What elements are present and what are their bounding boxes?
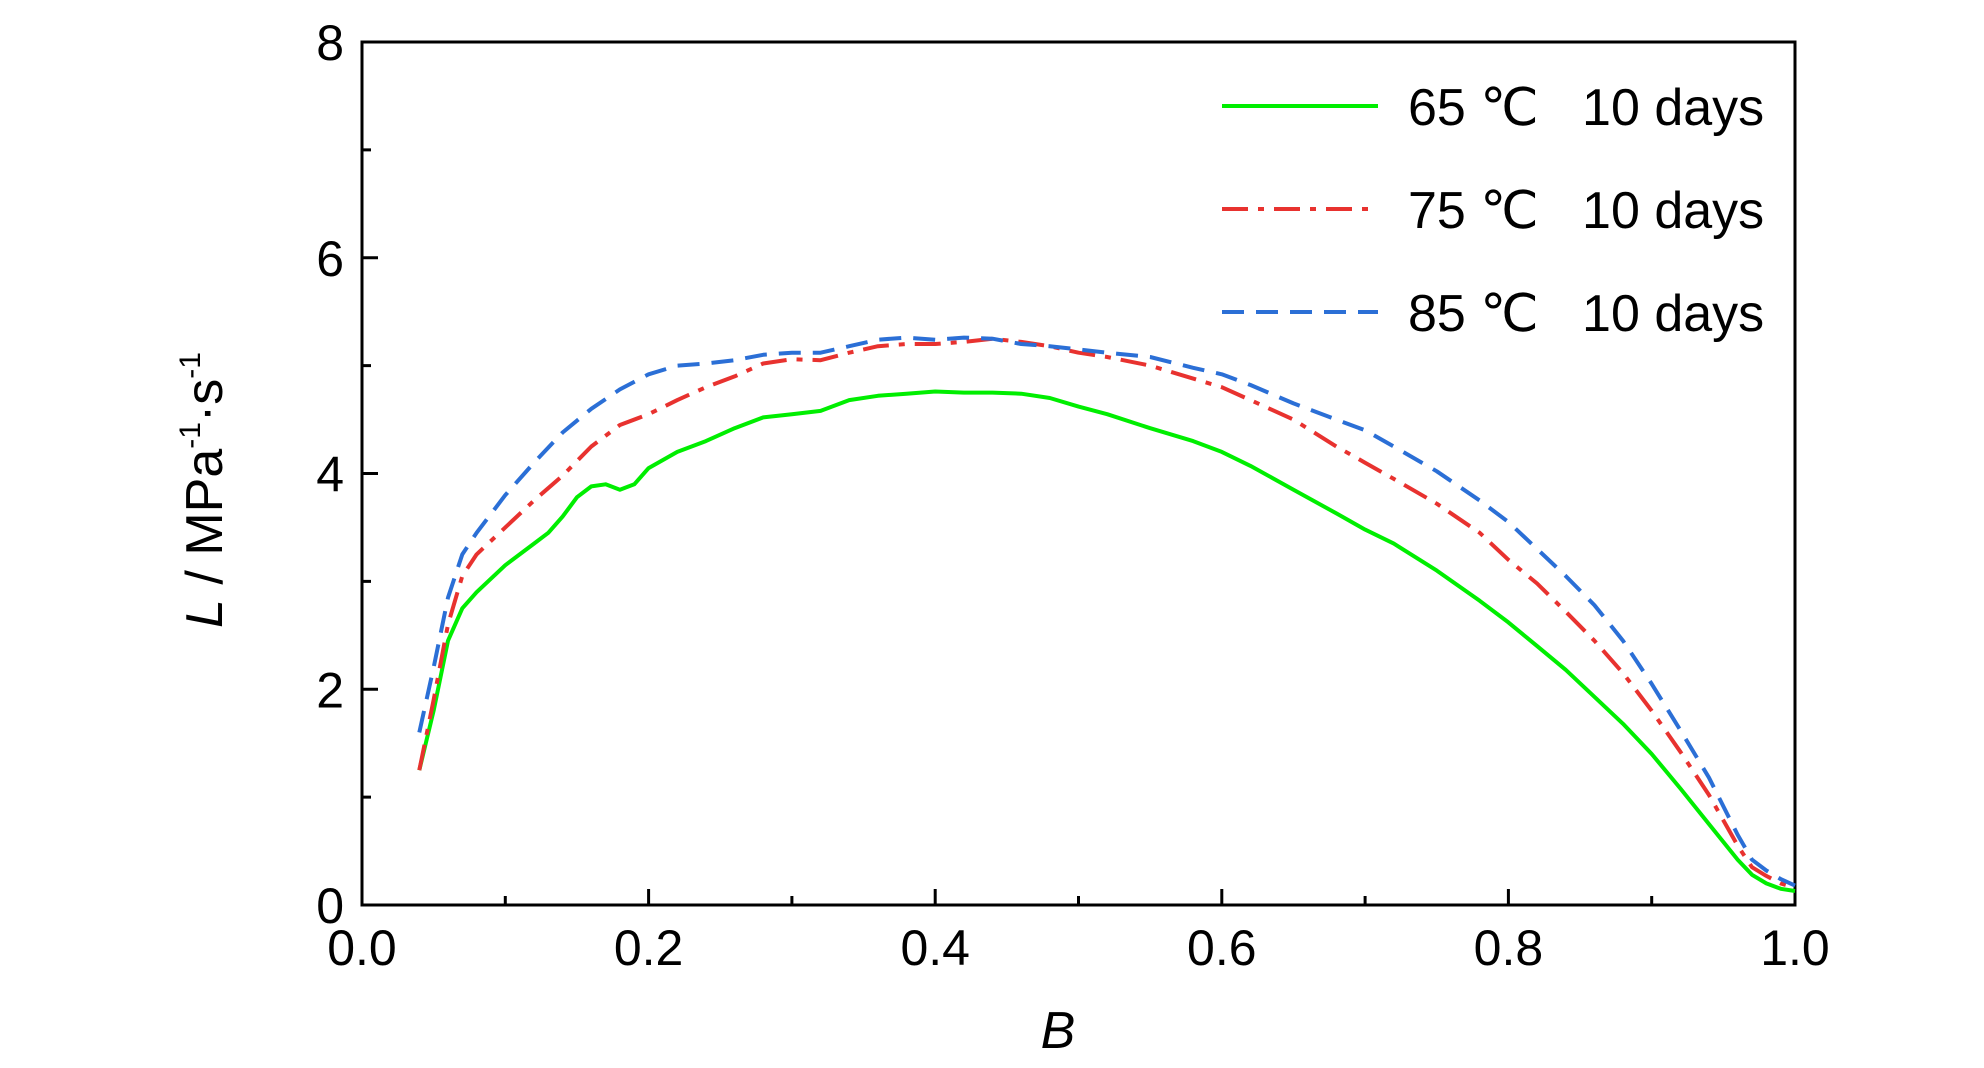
legend-label-2: 75 ℃ 10 days — [1408, 182, 1764, 240]
y-axis-title: L / MPa-1·s-1 — [174, 352, 234, 628]
series-line-1 — [417, 389, 1796, 893]
x-axis-title: B — [1041, 1002, 1076, 1060]
x-tick-label: 0.0 — [327, 920, 397, 976]
y-axis-title-unit: / MPa — [176, 449, 234, 599]
x-tick-label: 0.6 — [1187, 920, 1257, 976]
y-tick-label: 6 — [316, 231, 344, 287]
series-line-3 — [417, 335, 1796, 888]
series-layer — [417, 335, 1796, 893]
y-tick-label: 8 — [316, 15, 344, 71]
x-tick-label: 0.2 — [614, 920, 684, 976]
legend: 65 ℃ 10 days 75 ℃ 10 days 85 ℃ 10 days — [1222, 79, 1764, 343]
y-axis-title-sup2: -1 — [174, 352, 207, 379]
y-tick-label: 2 — [316, 662, 344, 718]
x-tick-label: 1.0 — [1760, 920, 1830, 976]
plot-frame — [360, 40, 1797, 907]
x-tick-label: 0.8 — [1474, 920, 1544, 976]
y-tick-label: 0 — [316, 878, 344, 934]
legend-label-3: 85 ℃ 10 days — [1408, 285, 1764, 343]
series-line-2 — [417, 336, 1796, 890]
y-axis-title-sup1: -1 — [174, 422, 207, 449]
y-axis-title-main: L — [176, 599, 234, 628]
x-tick-label: 0.4 — [900, 920, 970, 976]
axes: 0.0 0.2 0.4 0.6 0.8 1.0 0 2 4 6 8 — [316, 15, 1830, 976]
y-tick-label: 4 — [316, 447, 344, 503]
y-axis-title-mid: ·s — [176, 379, 234, 422]
legend-label-1: 65 ℃ 10 days — [1408, 79, 1764, 137]
